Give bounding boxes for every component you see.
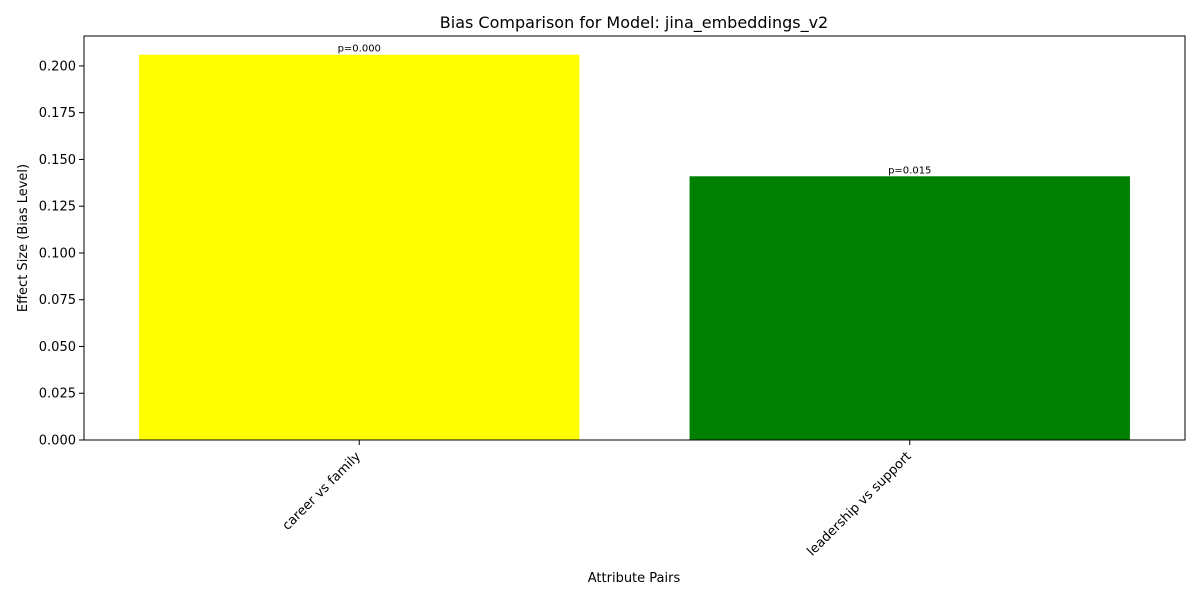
y-tick-label: 0.175 — [39, 106, 76, 121]
x-tick-label: leadership vs support — [804, 449, 914, 559]
y-tick-label: 0.150 — [39, 153, 76, 168]
y-tick-label: 0.075 — [39, 293, 76, 308]
y-tick-label: 0.200 — [39, 59, 76, 74]
y-tick-label: 0.125 — [39, 200, 76, 215]
bar — [139, 54, 580, 440]
y-tick-label: 0.050 — [39, 340, 76, 355]
x-tick-label: career vs family — [280, 449, 365, 534]
plot-frame — [83, 35, 1186, 441]
chart-title: Bias Comparison for Model: jina_embeddin… — [440, 13, 828, 33]
y-tick-label: 0.025 — [39, 387, 76, 402]
plot-area: p=0.000 career vs family p=0.015 leadership… — [39, 35, 1186, 559]
y-axis-label: Effect Size (Bias Level) — [16, 164, 31, 312]
x-axis-label: Attribute Pairs — [588, 571, 681, 586]
y-tick-label: 0.100 — [39, 246, 76, 261]
y-tick-label: 0.000 — [39, 434, 76, 449]
data-label: p=0.000 — [338, 44, 381, 55]
data-label: p=0.015 — [888, 165, 931, 176]
bar — [689, 176, 1130, 440]
